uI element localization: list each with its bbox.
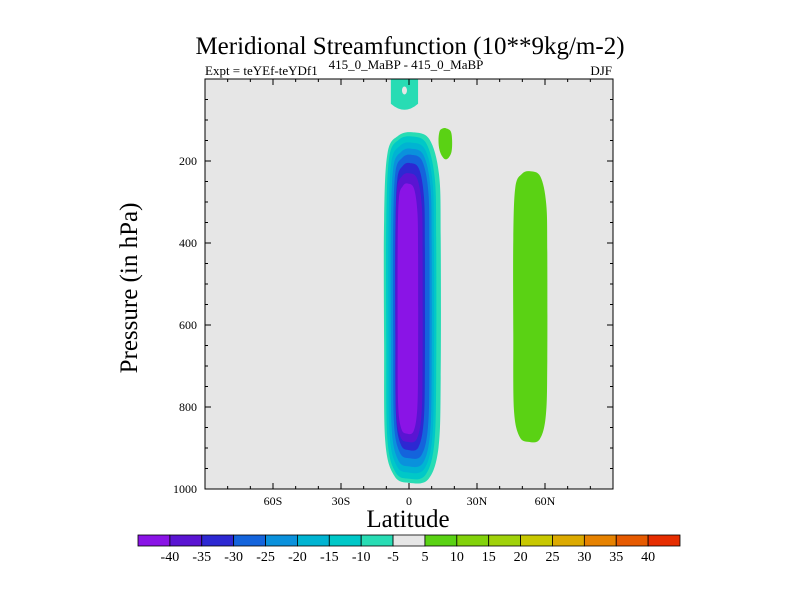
colorbar-swatch [265, 534, 298, 547]
x-axis-label: Latitude [366, 506, 449, 533]
subtitle-center: 415_0_MaBP - 415_0_MaBP [329, 57, 484, 72]
colorbar-swatch [552, 534, 585, 547]
y-axis: 200 400 600 800 1000 [173, 78, 613, 496]
x-tick-label: 30N [467, 494, 488, 508]
colorbar-swatch [583, 534, 617, 547]
y-tick-label: 1000 [173, 482, 197, 496]
x-tick-label: 60N [535, 494, 556, 508]
colorbar-label: -25 [256, 550, 275, 565]
top-patch-hole [401, 86, 407, 95]
x-tick-label: 0 [406, 494, 412, 508]
y-tick-label: 400 [179, 236, 197, 250]
colorbar-swatch [647, 534, 681, 547]
colorbar-label: 30 [577, 550, 591, 565]
colorbar-swatch [137, 534, 171, 547]
subtitle-right: DJF [590, 63, 612, 78]
colorbar-label: -5 [387, 550, 399, 565]
x-tick-label: 30S [332, 494, 351, 508]
colorbar-label: 10 [450, 550, 464, 565]
colorbar-swatch [456, 534, 490, 547]
colorbar-swatch [360, 534, 394, 547]
northern-cell [513, 171, 548, 443]
subtitle-left: Expt = teYEf-teYDf1 [205, 63, 318, 78]
y-tick-label: 600 [179, 318, 197, 332]
colorbar-label: 5 [421, 550, 428, 565]
colorbar-label: -40 [161, 550, 180, 565]
colorbar-label: 35 [609, 550, 623, 565]
y-tick-label: 200 [179, 154, 197, 168]
colorbar-label: -15 [320, 550, 339, 565]
colorbar-label: -35 [192, 550, 211, 565]
colorbar-label: 15 [482, 550, 496, 565]
colorbar-swatch [488, 534, 521, 547]
colorbar-label: 25 [545, 550, 559, 565]
colorbar: -40 -35 -30 -25 -20 -15 -10 -5 5 10 15 20 25 30 35 40 [137, 534, 681, 565]
colorbar-swatch [201, 534, 235, 547]
chart-title: Meridional Streamfunction (10**9kg/m-2) [195, 33, 624, 60]
x-tick-label: 60S [264, 494, 283, 508]
x-axis: 60S 30S 0 30N 60N [204, 79, 614, 508]
colorbar-swatch [424, 534, 458, 547]
colorbar-label: -20 [288, 550, 307, 565]
colorbar-swatch [520, 534, 553, 547]
colorbar-swatch [233, 534, 266, 547]
colorbar-label: 20 [514, 550, 528, 565]
contour-layer [383, 79, 548, 484]
y-axis-label: Pressure (in hPa) [116, 203, 143, 374]
upper-positive-blob [438, 127, 453, 160]
y-tick-label: 800 [179, 400, 197, 414]
colorbar-swatch [392, 534, 426, 547]
colorbar-label: 40 [641, 550, 655, 565]
colorbar-swatch [169, 534, 203, 547]
colorbar-swatch [615, 534, 649, 547]
colorbar-label: -10 [352, 550, 371, 565]
colorbar-swatch [297, 534, 330, 547]
colorbar-label: -30 [224, 550, 243, 565]
colorbar-swatch [328, 534, 362, 547]
contour-level-neg40 [397, 183, 419, 435]
